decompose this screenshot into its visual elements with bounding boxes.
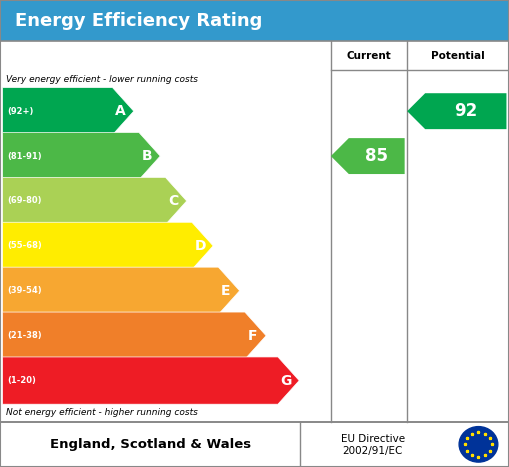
Text: Very energy efficient - lower running costs: Very energy efficient - lower running co… <box>6 75 198 84</box>
Text: (39-54): (39-54) <box>8 286 42 295</box>
Text: G: G <box>280 374 292 388</box>
Polygon shape <box>3 312 266 359</box>
Text: Potential: Potential <box>431 50 485 61</box>
Bar <box>0 0 509 41</box>
Text: Current: Current <box>347 50 391 61</box>
Text: 92: 92 <box>454 102 477 120</box>
Polygon shape <box>3 357 299 404</box>
Text: E: E <box>221 284 231 298</box>
Text: (92+): (92+) <box>8 106 34 116</box>
Text: 2002/91/EC: 2002/91/EC <box>343 446 403 456</box>
Text: F: F <box>247 329 257 343</box>
Text: EU Directive: EU Directive <box>341 434 405 444</box>
Text: C: C <box>168 194 178 208</box>
Polygon shape <box>331 138 405 174</box>
Text: (21-38): (21-38) <box>8 331 42 340</box>
Text: (1-20): (1-20) <box>8 376 37 385</box>
Circle shape <box>459 427 498 462</box>
Text: Not energy efficient - higher running costs: Not energy efficient - higher running co… <box>6 408 198 417</box>
Text: A: A <box>115 104 126 118</box>
Text: Energy Efficiency Rating: Energy Efficiency Rating <box>15 12 263 29</box>
Polygon shape <box>3 133 160 180</box>
Text: (69-80): (69-80) <box>8 197 42 205</box>
Text: (81-91): (81-91) <box>8 152 42 161</box>
Bar <box>0 41 509 422</box>
Polygon shape <box>3 267 240 314</box>
Polygon shape <box>407 93 506 129</box>
Text: B: B <box>142 149 152 163</box>
Text: (55-68): (55-68) <box>8 241 42 250</box>
Polygon shape <box>3 222 213 269</box>
Polygon shape <box>3 177 187 225</box>
Polygon shape <box>3 88 134 135</box>
Text: 85: 85 <box>365 147 388 165</box>
Text: D: D <box>194 239 206 253</box>
Text: England, Scotland & Wales: England, Scotland & Wales <box>49 438 251 451</box>
